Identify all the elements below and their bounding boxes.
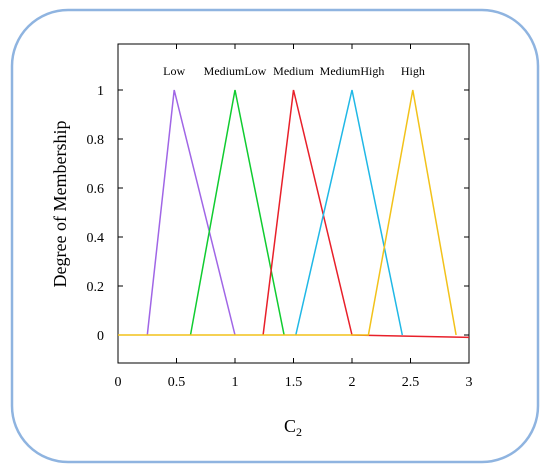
series-lines [118, 89, 470, 339]
series-label-mediumhigh: MediumHigh [320, 64, 385, 78]
y-tick-label: 0.6 [87, 182, 105, 197]
series-labels: Low MediumLow Medium MediumHigh High [163, 64, 425, 78]
x-tick-label: 2.5 [402, 375, 420, 390]
y-axis-title: Degree of Membership [50, 121, 70, 288]
x-axis-title: C2 [284, 416, 302, 439]
series-label-medium: Medium [273, 64, 314, 78]
series-line-low [146, 89, 236, 336]
series-label-mediumlow: MediumLow [204, 64, 267, 78]
x-axis-ticks: 0 0.5 1 1.5 2 2.5 3 [115, 44, 473, 390]
x-tick-label: 0.5 [168, 375, 186, 390]
x-tick-label: 1.5 [285, 375, 303, 390]
x-tick-label: 2 [349, 375, 356, 390]
series-line-medium [262, 89, 470, 339]
y-tick-label: 1 [97, 84, 104, 99]
x-axis-title-subscript: 2 [296, 425, 302, 439]
series-line-mediumhigh [295, 89, 404, 336]
series-line-mediumlow [189, 89, 285, 336]
y-tick-label: 0 [97, 329, 104, 344]
series-label-low: Low [163, 64, 185, 78]
y-tick-label: 0.4 [87, 231, 105, 246]
x-tick-label: 1 [232, 375, 239, 390]
x-tick-label: 0 [115, 375, 122, 390]
y-tick-label: 0.2 [87, 280, 105, 295]
series-label-high: High [401, 64, 425, 78]
y-tick-label: 0.8 [87, 133, 105, 148]
series-line-high [118, 89, 457, 336]
x-axis-title-main: C [284, 416, 296, 436]
x-tick-label: 3 [466, 375, 473, 390]
y-axis-ticks: 0 0.2 0.4 0.6 0.8 1 [87, 84, 469, 344]
